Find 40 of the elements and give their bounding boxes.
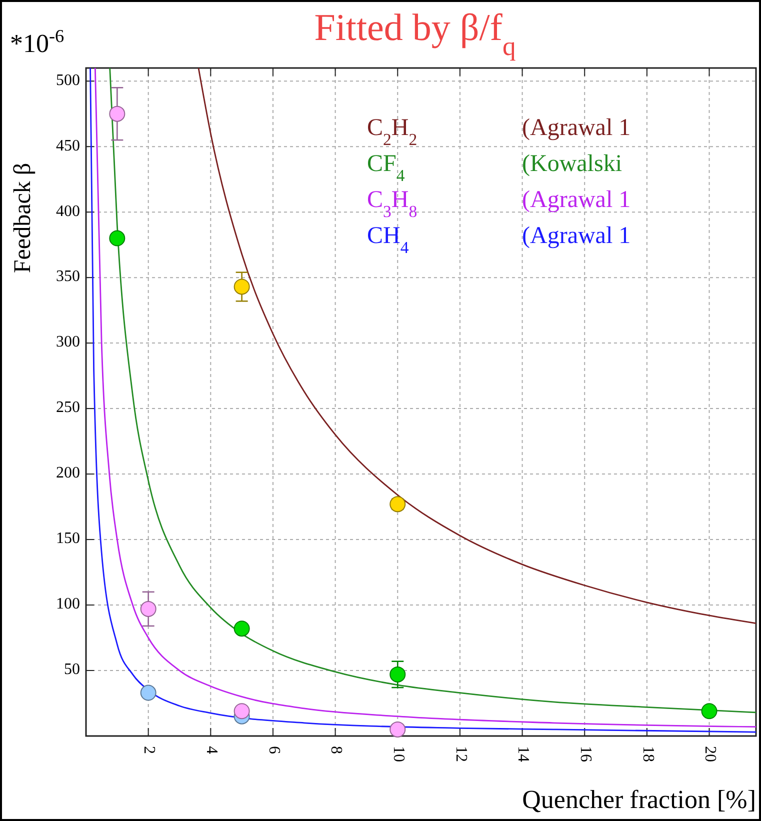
y-tick-label: 300 [56,334,80,351]
point [234,278,250,295]
x-axis-title: Quencher fraction [%] [522,785,756,814]
text: C$_{2}$H$_{2}$ (Agrawal 1 [367,115,631,148]
point [390,721,406,738]
y-axis-title: Feedback β [10,162,36,274]
x-tick-label: 8 [328,746,345,754]
y-tick-label: 500 [56,72,80,89]
x-tick-label: 12 [452,746,470,762]
point [390,496,406,512]
line-series [198,68,756,624]
point [234,703,250,720]
x-tick-label: 2 [140,746,158,754]
x-tick-label: 14 [514,746,532,762]
text: CF$_{4}$ (Kowalski [367,151,622,184]
y-tick-label: 150 [56,530,80,548]
point [701,703,718,720]
text: *10$^{-6}$ [10,26,64,58]
y-tick-label: 250 [56,399,80,416]
point [140,600,156,617]
chart-title: Fitted by β/f$_{q}$ [314,7,516,61]
x-tick-label: 6 [265,746,282,754]
point [140,684,156,701]
x-tick-label: 10 [390,746,407,762]
y-tick-label: 50 [64,661,80,678]
point [390,666,406,682]
point [234,620,250,637]
x-tick-label: 16 [576,746,594,762]
x-tick-label: 18 [639,746,656,762]
point [109,106,126,122]
text: C$_{3}$H$_{8}$ (Agrawal 1 [367,187,631,220]
point [109,230,126,246]
text: CH$_{4}$ (Agrawal 1 [367,223,631,256]
y-tick-label: 450 [56,137,80,154]
x-tick-label: 20 [702,746,719,762]
y-tick-label: 200 [56,464,80,482]
y-tick-label: 400 [56,202,80,220]
y-tick-label: 350 [56,268,80,286]
x-tick-label: 4 [202,746,220,754]
y-tick-label: 100 [56,596,80,613]
